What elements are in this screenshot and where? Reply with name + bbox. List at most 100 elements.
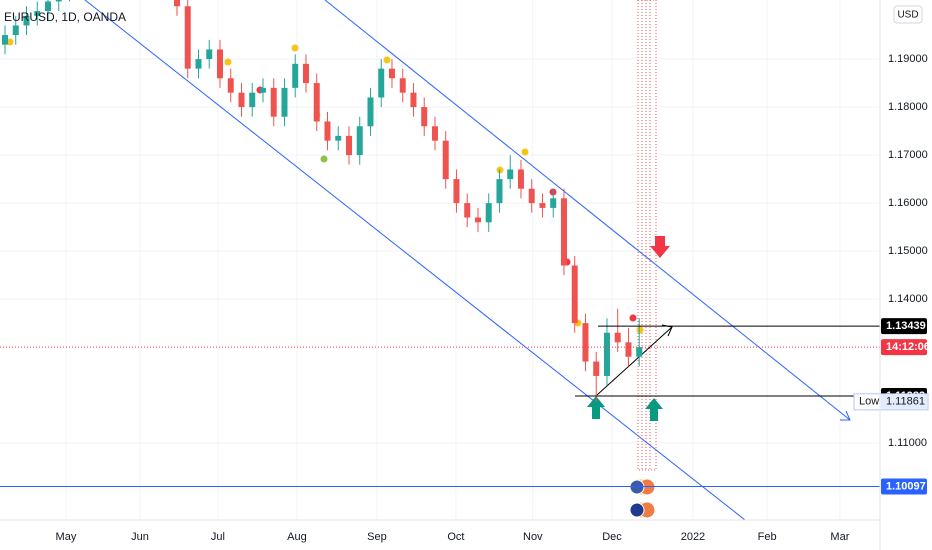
candle-body [485, 203, 492, 223]
arrow-up [645, 398, 663, 421]
candle-body [410, 92, 417, 108]
candle-body [1, 35, 8, 45]
candle-body [453, 179, 460, 204]
x-tick-label: Nov [523, 531, 543, 543]
candle-body [238, 92, 245, 108]
candle-body [582, 323, 589, 362]
signal-dot [383, 56, 391, 64]
arrow-down [650, 236, 670, 258]
signal-dot [636, 326, 644, 334]
resistance-label: 1.13439 [886, 320, 926, 332]
resistance-label-box [881, 318, 927, 335]
signal-dot [629, 314, 637, 322]
candle-body [259, 87, 266, 93]
candle-body [23, 15, 30, 26]
low-value-box [881, 394, 927, 409]
candle-body [378, 68, 385, 98]
candle-body [399, 78, 406, 93]
candle-body [539, 203, 546, 208]
candle-body [431, 126, 438, 141]
candle-body [474, 217, 481, 223]
candle-body [560, 198, 567, 266]
candle-body [195, 59, 202, 69]
level-label: 1.10097 [886, 480, 926, 492]
candle-body [345, 135, 352, 156]
signal-dot [224, 58, 232, 66]
candle-body [550, 198, 557, 208]
candles [1, 0, 643, 402]
x-tick-label: Aug [287, 531, 307, 543]
candle-body [302, 63, 309, 84]
grid [0, 0, 880, 520]
channel-upper [324, 0, 851, 421]
candle-body [571, 265, 578, 324]
candle-body [388, 68, 395, 79]
candle-body [517, 169, 524, 189]
x-tick-label: Mar [830, 531, 849, 543]
signal-dot [320, 155, 328, 163]
candle-body [496, 179, 503, 204]
channel-lower [84, 0, 746, 520]
x-tick-label: May [56, 531, 77, 543]
candle-body [464, 203, 471, 218]
y-tick-label: 1.14000 [888, 293, 928, 305]
candle-body [249, 92, 256, 108]
candle-body [442, 140, 449, 180]
chart-title: EURUSD, 1D, OANDA [4, 10, 126, 24]
candle-body [270, 87, 277, 117]
level-label-box [881, 478, 927, 495]
candle-body [12, 25, 19, 36]
candle-body [206, 49, 213, 60]
y-tick-label: 1.16000 [888, 197, 928, 209]
countdown-label-box [881, 339, 927, 356]
x-tick-label: 2022 [681, 531, 705, 543]
candle-body [614, 332, 621, 343]
signal-dot [291, 44, 299, 52]
arrow-up [587, 396, 605, 419]
candle-body [593, 361, 600, 376]
candle-body [55, 0, 62, 2]
candle-body [528, 188, 535, 204]
candle-body [313, 83, 320, 122]
candle-body [636, 347, 643, 357]
candle-body [421, 107, 428, 127]
signal-dot [496, 166, 504, 174]
candle-body [603, 332, 610, 376]
y-tick-label: 1.18000 [888, 101, 928, 113]
x-tick-label: Dec [602, 531, 622, 543]
event-icon[interactable] [629, 502, 645, 518]
low-value: 1.11861 [886, 396, 925, 408]
x-tick-label: Oct [447, 531, 464, 543]
candle-body [292, 63, 299, 88]
currency-button[interactable] [893, 5, 923, 24]
x-tick-label: Jun [131, 531, 149, 543]
candle-body [281, 87, 288, 117]
candle-body [34, 11, 41, 16]
y-tick-label: 1.17000 [888, 149, 928, 161]
triangle-line [596, 326, 673, 396]
x-tick-label: Jul [211, 531, 225, 543]
low-name: Low [859, 396, 879, 408]
candle-body [324, 121, 331, 141]
session-band [637, 0, 657, 471]
x-tick-label: Sep [367, 531, 387, 543]
candle-body [44, 1, 51, 12]
currency-label: USD [897, 10, 918, 21]
candle-body [356, 126, 363, 156]
y-tick-label: 1.11000 [888, 437, 927, 449]
candle-body [173, 0, 180, 7]
candle-body [216, 49, 223, 79]
channel-arrowhead [840, 410, 851, 421]
candle-body [507, 169, 514, 180]
signal-dot [6, 38, 14, 46]
candle-body [184, 6, 191, 69]
x-tick-label: Feb [758, 531, 777, 543]
y-tick-label: 1.15000 [888, 245, 928, 257]
countdown-label: 14:12:06 [886, 341, 930, 353]
candle-body [227, 78, 234, 93]
signal-dot [521, 148, 529, 156]
